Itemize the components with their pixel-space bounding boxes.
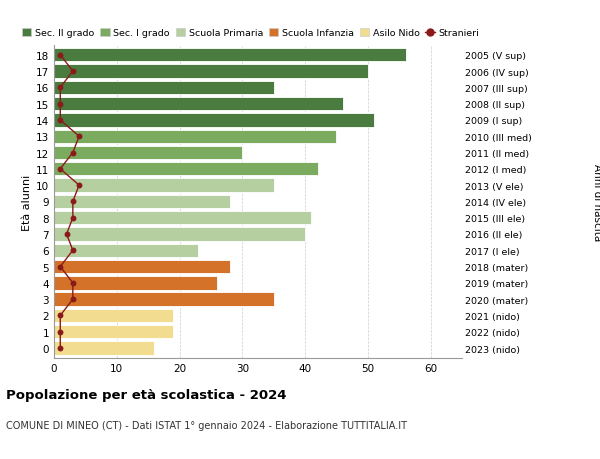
Bar xyxy=(54,260,230,274)
Point xyxy=(55,312,65,319)
Bar xyxy=(54,98,343,111)
Point xyxy=(68,214,77,222)
Point xyxy=(68,68,77,76)
Point xyxy=(68,198,77,206)
Bar xyxy=(54,212,311,225)
Bar xyxy=(54,130,337,144)
Point xyxy=(62,231,71,238)
Point xyxy=(68,150,77,157)
Bar xyxy=(54,195,230,209)
Point xyxy=(55,328,65,336)
Point xyxy=(68,296,77,303)
Bar xyxy=(54,146,242,160)
Text: COMUNE DI MINEO (CT) - Dati ISTAT 1° gennaio 2024 - Elaborazione TUTTITALIA.IT: COMUNE DI MINEO (CT) - Dati ISTAT 1° gen… xyxy=(6,420,407,430)
Point xyxy=(74,133,84,140)
Bar xyxy=(54,65,368,78)
Bar xyxy=(54,325,173,339)
Point xyxy=(55,263,65,271)
Point xyxy=(55,84,65,92)
Bar xyxy=(54,179,274,192)
Legend: Sec. II grado, Sec. I grado, Scuola Primaria, Scuola Infanzia, Asilo Nido, Stran: Sec. II grado, Sec. I grado, Scuola Prim… xyxy=(22,29,479,38)
Point xyxy=(68,280,77,287)
Bar xyxy=(54,244,199,257)
Point xyxy=(55,117,65,124)
Bar xyxy=(54,277,217,290)
Point xyxy=(68,247,77,254)
Bar xyxy=(54,341,154,355)
Point xyxy=(55,52,65,59)
Point xyxy=(74,182,84,190)
Point xyxy=(55,345,65,352)
Bar xyxy=(54,82,274,95)
Bar xyxy=(54,49,406,62)
Bar xyxy=(54,293,274,306)
Point xyxy=(55,101,65,108)
Bar xyxy=(54,163,317,176)
Bar xyxy=(54,228,305,241)
Text: Anni di nascita: Anni di nascita xyxy=(592,163,600,241)
Text: Popolazione per età scolastica - 2024: Popolazione per età scolastica - 2024 xyxy=(6,388,287,401)
Y-axis label: Età alunni: Età alunni xyxy=(22,174,32,230)
Bar xyxy=(54,114,374,127)
Bar xyxy=(54,309,173,322)
Point xyxy=(55,166,65,173)
